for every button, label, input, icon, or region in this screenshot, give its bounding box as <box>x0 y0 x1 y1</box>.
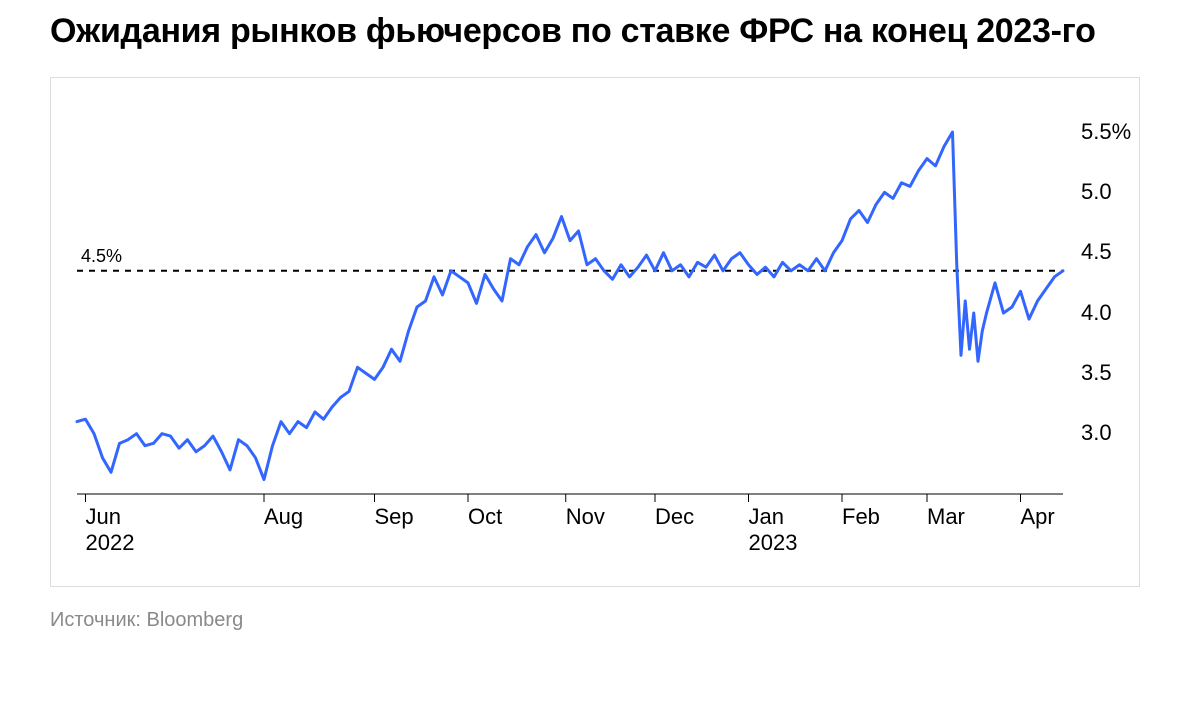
y-tick-label: 5.0 <box>1081 179 1112 205</box>
y-tick-label: 3.5 <box>1081 360 1112 386</box>
y-tick-label: 5.5% <box>1081 119 1131 145</box>
x-tick-label: Jun 2022 <box>86 504 135 556</box>
x-tick-label: Feb <box>842 504 880 530</box>
y-tick-label: 4.5 <box>1081 239 1112 265</box>
x-tick-label: Dec <box>655 504 694 530</box>
x-tick-label: Nov <box>566 504 605 530</box>
x-tick-label: Aug <box>264 504 303 530</box>
y-tick-label: 3.0 <box>1081 420 1112 446</box>
chart-title: Ожидания рынков фьючерсов по ставке ФРС … <box>50 10 1150 53</box>
x-tick-label: Mar <box>927 504 965 530</box>
x-tick-label: Sep <box>375 504 414 530</box>
x-tick-label: Oct <box>468 504 502 530</box>
x-tick-label: Apr <box>1021 504 1055 530</box>
x-tick-label: Jan 2023 <box>749 504 798 556</box>
reference-line-label: 4.5% <box>81 246 122 267</box>
chart-frame: 3.0 3.5 4.0 4.5 5.0 5.5% Jun 2022 Aug Sep Oct Nov D… <box>50 77 1140 587</box>
chart-source: Источник: Bloomberg <box>50 609 1150 632</box>
y-tick-label: 4.0 <box>1081 300 1112 326</box>
chart-container: Ожидания рынков фьючерсов по ставке ФРС … <box>0 0 1200 718</box>
